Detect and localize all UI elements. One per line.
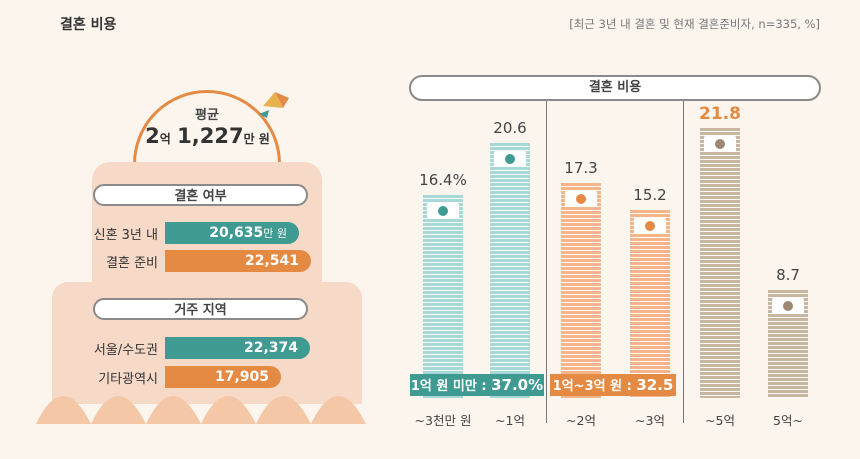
- hbar-seoul-value: 22,374: [243, 340, 298, 356]
- residence-heading: 거주 지역: [93, 298, 308, 320]
- average-man: 1,227: [177, 124, 244, 148]
- bar-5: [768, 290, 808, 398]
- x-label-2: ~2억: [566, 413, 596, 428]
- hbar-preparing-value: 22,541: [244, 253, 299, 269]
- page-title: 결혼 비용: [60, 17, 117, 33]
- group-100m-300m-value: 32.5: [636, 376, 674, 394]
- bar-2: [561, 183, 601, 398]
- row-label-preparing: 결혼 준비: [106, 256, 158, 271]
- hbar-other-metro-value: 17,905: [214, 369, 269, 385]
- value-label-5: 8.7: [776, 266, 800, 284]
- sample-note: [최근 3년 내 결혼 및 현재 결혼준비자, n=335, %]: [569, 17, 820, 31]
- hbar-newlywed-unit: 만 원: [263, 227, 287, 240]
- group-100m-300m-label: 1억~3억 원 :: [552, 379, 637, 394]
- marriage-status-heading: 결혼 여부: [93, 184, 308, 206]
- average-man-unit: 만 원: [243, 132, 270, 146]
- x-label-0: ~3천만 원: [414, 413, 472, 428]
- average-value: 2억 1,227만 원: [120, 124, 295, 148]
- money-bill-icon: [704, 136, 736, 152]
- value-label-1: 20.6: [493, 119, 527, 137]
- chart-title-pill: 결혼 비용: [409, 75, 821, 101]
- value-label-3: 15.2: [633, 186, 667, 204]
- hbar-seoul: 22,374: [165, 337, 310, 359]
- average-eok: 2: [145, 124, 160, 148]
- money-bill-icon: [634, 218, 666, 234]
- hbar-other-metro: 17,905: [165, 366, 281, 388]
- bar-3: [630, 210, 670, 398]
- x-label-1: ~1억: [495, 413, 525, 428]
- average-label: 평균: [195, 108, 219, 123]
- group-100m-300m: 1억~3억 원 : 32.5: [550, 374, 676, 396]
- hbar-newlywed-value: 20,635: [209, 225, 264, 241]
- average-eok-unit: 억: [159, 132, 171, 146]
- bar-4: [700, 128, 740, 398]
- row-label-other-metro: 기타광역시: [98, 372, 158, 387]
- row-label-newlywed: 신혼 3년 내: [93, 228, 158, 243]
- group-under-100m: 1억 원 미만 : 37.0%: [410, 374, 544, 396]
- group-under-100m-value: 37.0%: [491, 376, 544, 394]
- group-divider-1: [546, 101, 547, 423]
- row-label-seoul: 서울/수도권: [93, 343, 158, 358]
- money-bill-icon: [565, 191, 597, 207]
- bar-0: [423, 195, 463, 398]
- value-label-2: 17.3: [564, 159, 598, 177]
- money-bill-icon: [427, 203, 459, 219]
- x-label-3: ~3억: [635, 413, 665, 428]
- group-divider-2: [683, 101, 684, 423]
- money-bill-icon: [772, 298, 804, 314]
- x-label-4: ~5억: [705, 413, 735, 428]
- money-bill-icon: [494, 151, 526, 167]
- group-under-100m-label: 1억 원 미만 :: [410, 379, 492, 394]
- bar-1: [490, 143, 530, 398]
- sparkle-triangle-icon: [259, 92, 289, 118]
- hbar-newlywed: 20,635만 원: [165, 222, 299, 244]
- x-label-5: 5억~: [773, 413, 803, 428]
- hbar-preparing: 22,541: [165, 250, 311, 272]
- value-label-4: 21.8: [699, 104, 741, 124]
- value-label-0: 16.4%: [419, 171, 467, 189]
- cake-base-scallop: [36, 396, 366, 424]
